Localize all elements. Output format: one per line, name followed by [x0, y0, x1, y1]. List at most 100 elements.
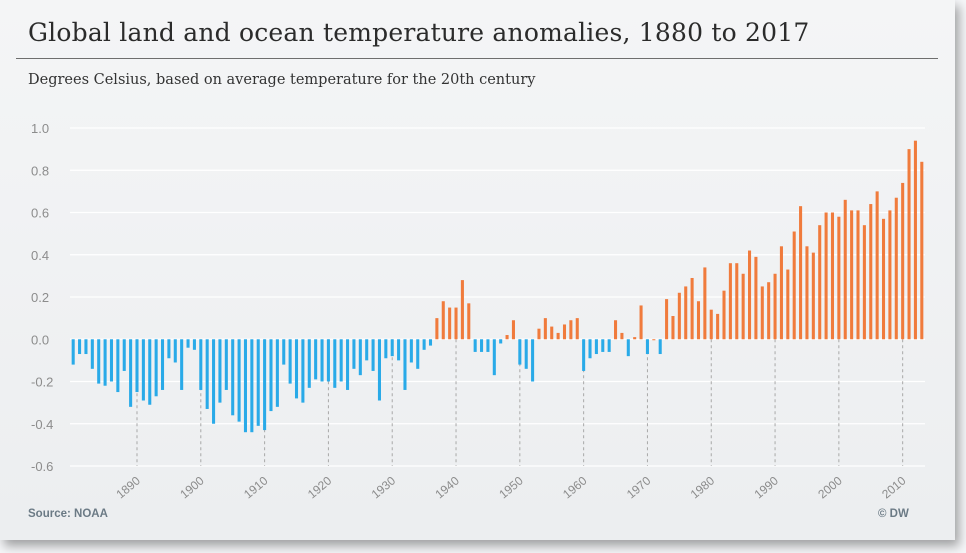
y-tick-label: -0.6 [31, 459, 53, 474]
x-tick-label: 1960 [560, 473, 590, 501]
anomaly-bar [850, 210, 854, 340]
anomaly-bar [862, 225, 866, 340]
anomaly-bar [754, 256, 758, 340]
anomaly-bar [582, 339, 586, 371]
anomaly-bar [665, 299, 669, 340]
anomaly-bar [511, 320, 515, 340]
anomaly-bar [256, 339, 260, 426]
chart-title: Global land and ocean temperature anomal… [28, 18, 810, 47]
anomaly-bar [869, 204, 873, 340]
anomaly-bar [141, 339, 145, 401]
y-axis-layer: 1.0 0.8 0.6 0.4 0.2 0.0 -0.2 -0.4 -0.6 [31, 121, 53, 474]
anomaly-bar [116, 339, 120, 393]
y-tick-label: -0.4 [31, 417, 53, 432]
anomaly-bar [154, 339, 158, 397]
anomaly-bar [735, 263, 739, 340]
anomaly-bar [428, 339, 433, 346]
anomaly-bar [696, 301, 701, 340]
x-tick-label: 1920 [305, 473, 335, 501]
anomaly-bar [562, 324, 567, 340]
anomaly-bar [314, 339, 318, 380]
anomaly-bar [639, 305, 643, 340]
anomaly-bar [103, 339, 107, 386]
anomaly-bar [658, 339, 662, 355]
anomaly-bar [173, 339, 177, 363]
anomaly-bar [288, 339, 292, 384]
anomaly-bar [824, 212, 828, 340]
anomaly-bar [160, 339, 165, 390]
anomaly-bar [294, 339, 299, 399]
anomaly-bar [799, 206, 803, 340]
anomaly-bar [786, 269, 790, 340]
x-tick-label: 1910 [241, 473, 271, 501]
anomaly-bar [671, 316, 675, 340]
anomaly-bar [390, 339, 394, 357]
anomaly-bar [282, 339, 286, 365]
anomaly-bar [212, 339, 216, 424]
anomaly-bar [218, 339, 222, 403]
anomaly-bar [531, 339, 535, 382]
anomaly-bar [811, 252, 815, 340]
anomaly-bar [760, 286, 764, 340]
anomaly-bar [448, 307, 452, 340]
anomaly-bar [180, 339, 184, 390]
anomaly-bar [365, 339, 369, 361]
anomaly-bar [518, 339, 522, 365]
anomaly-bar [748, 250, 752, 340]
anomaly-bar [818, 225, 822, 340]
anomaly-bar [269, 339, 273, 412]
anomaly-bar [881, 218, 886, 340]
anomaly-bar [109, 339, 114, 382]
anomaly-bar [709, 309, 713, 340]
anomaly-bar [894, 197, 898, 340]
anomaly-bar [901, 182, 905, 340]
anomaly-bar [397, 339, 401, 361]
y-tick-label: 0.6 [31, 206, 49, 221]
y-tick-label: 0.4 [31, 248, 49, 263]
anomaly-bar [84, 339, 88, 355]
anomaly-bar [575, 318, 579, 340]
anomaly-bar [422, 339, 426, 350]
anomaly-bar [920, 161, 924, 340]
anomaly-bar [626, 339, 630, 357]
anomaly-bar [741, 273, 745, 340]
anomaly-bar [716, 313, 720, 340]
anomaly-bar [467, 303, 471, 340]
anomaly-bar [167, 339, 171, 359]
copyright-note: © DW [878, 508, 909, 520]
anomaly-bar [569, 320, 573, 340]
y-tick-label: 0.8 [31, 163, 49, 178]
x-tick-label: 2000 [815, 473, 845, 501]
x-tick-label: 1940 [432, 473, 462, 501]
anomaly-bar [773, 273, 777, 340]
anomaly-bar [250, 339, 254, 433]
y-tick-label: 0.0 [31, 332, 49, 347]
anomaly-bar [792, 231, 796, 340]
y-tick-label: 0.2 [31, 290, 49, 305]
anomaly-bar [907, 149, 911, 340]
source-note: Source: NOAA [28, 508, 108, 520]
anomaly-bar [384, 339, 388, 359]
anomaly-bar [320, 339, 324, 382]
anomaly-bar [614, 320, 618, 340]
anomaly-bar [97, 339, 101, 384]
anomaly-bar [78, 339, 82, 355]
anomaly-bar [550, 326, 554, 340]
anomaly-bar [588, 339, 592, 359]
anomaly-bar [652, 339, 656, 341]
anomaly-bar [263, 339, 267, 431]
anomaly-bar [205, 339, 209, 409]
grid-layer [70, 127, 925, 467]
anomaly-bar [339, 339, 343, 382]
anomaly-bar [601, 339, 605, 352]
anomaly-bar [90, 339, 94, 369]
anomaly-bar [856, 210, 860, 340]
anomaly-bar [837, 216, 841, 340]
x-tick-label: 1990 [752, 473, 782, 501]
anomaly-bar [875, 191, 879, 340]
anomaly-bar [460, 280, 464, 340]
anomaly-bar [888, 210, 892, 340]
anomaly-bar [135, 339, 139, 393]
anomaly-bar [492, 339, 496, 376]
anomaly-bar [243, 339, 247, 433]
